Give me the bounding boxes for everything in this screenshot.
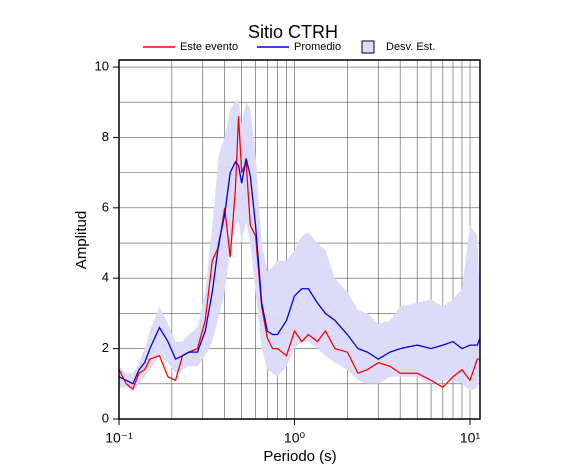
x-tick-label: 10⁻¹	[105, 430, 133, 446]
x-tick-label: 10¹	[460, 430, 481, 446]
std-band	[119, 98, 480, 391]
y-axis-label: Amplitud	[73, 211, 90, 269]
plot-frame	[118, 59, 481, 420]
legend-swatch	[361, 40, 375, 54]
x-tick-label: 10⁰	[284, 430, 306, 446]
y-tick-label: 4	[102, 270, 109, 285]
chart-title: Sitio CTRH	[248, 22, 338, 42]
series-line	[118, 116, 480, 391]
y-tick-label: 8	[102, 129, 109, 144]
y-tick-label: 0	[102, 410, 109, 425]
y-tick-label: 10	[95, 58, 109, 73]
y-tick-label: 6	[102, 199, 109, 214]
y-tick-label: 2	[102, 340, 109, 355]
x-axis-label: Periodo (s)	[263, 448, 336, 465]
legend-label: Promedio	[294, 41, 341, 53]
series-line	[118, 158, 481, 385]
legend-label: Este evento	[180, 41, 238, 53]
legend-label: Desv. Est.	[386, 41, 435, 53]
